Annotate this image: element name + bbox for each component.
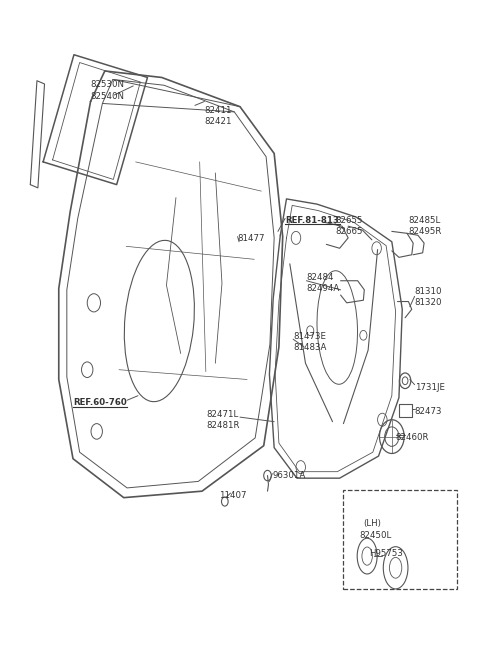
Text: REF.60-760: REF.60-760	[73, 398, 127, 407]
Text: 82485L
82495R: 82485L 82495R	[408, 216, 442, 236]
Text: 81477: 81477	[238, 234, 265, 243]
Text: 82460R: 82460R	[396, 434, 429, 442]
Text: 81310
81320: 81310 81320	[415, 287, 442, 307]
Text: 96301A: 96301A	[272, 471, 305, 480]
Text: 81473E
81483A: 81473E 81483A	[293, 332, 326, 352]
Text: 82473: 82473	[415, 407, 442, 417]
Text: 82484
82494A: 82484 82494A	[306, 273, 340, 293]
Text: 1731JE: 1731JE	[415, 383, 444, 392]
Text: 11407: 11407	[219, 491, 246, 500]
Text: 82530N
82540N: 82530N 82540N	[91, 81, 124, 100]
Text: (LH): (LH)	[363, 519, 381, 528]
Text: 82655
82665: 82655 82665	[335, 216, 362, 236]
Text: 82450L: 82450L	[360, 531, 392, 540]
Text: 82471L
82481R: 82471L 82481R	[207, 409, 240, 430]
Text: H95753: H95753	[369, 549, 403, 558]
Text: 82411
82421: 82411 82421	[204, 106, 232, 126]
Text: REF.81-813: REF.81-813	[285, 216, 339, 225]
